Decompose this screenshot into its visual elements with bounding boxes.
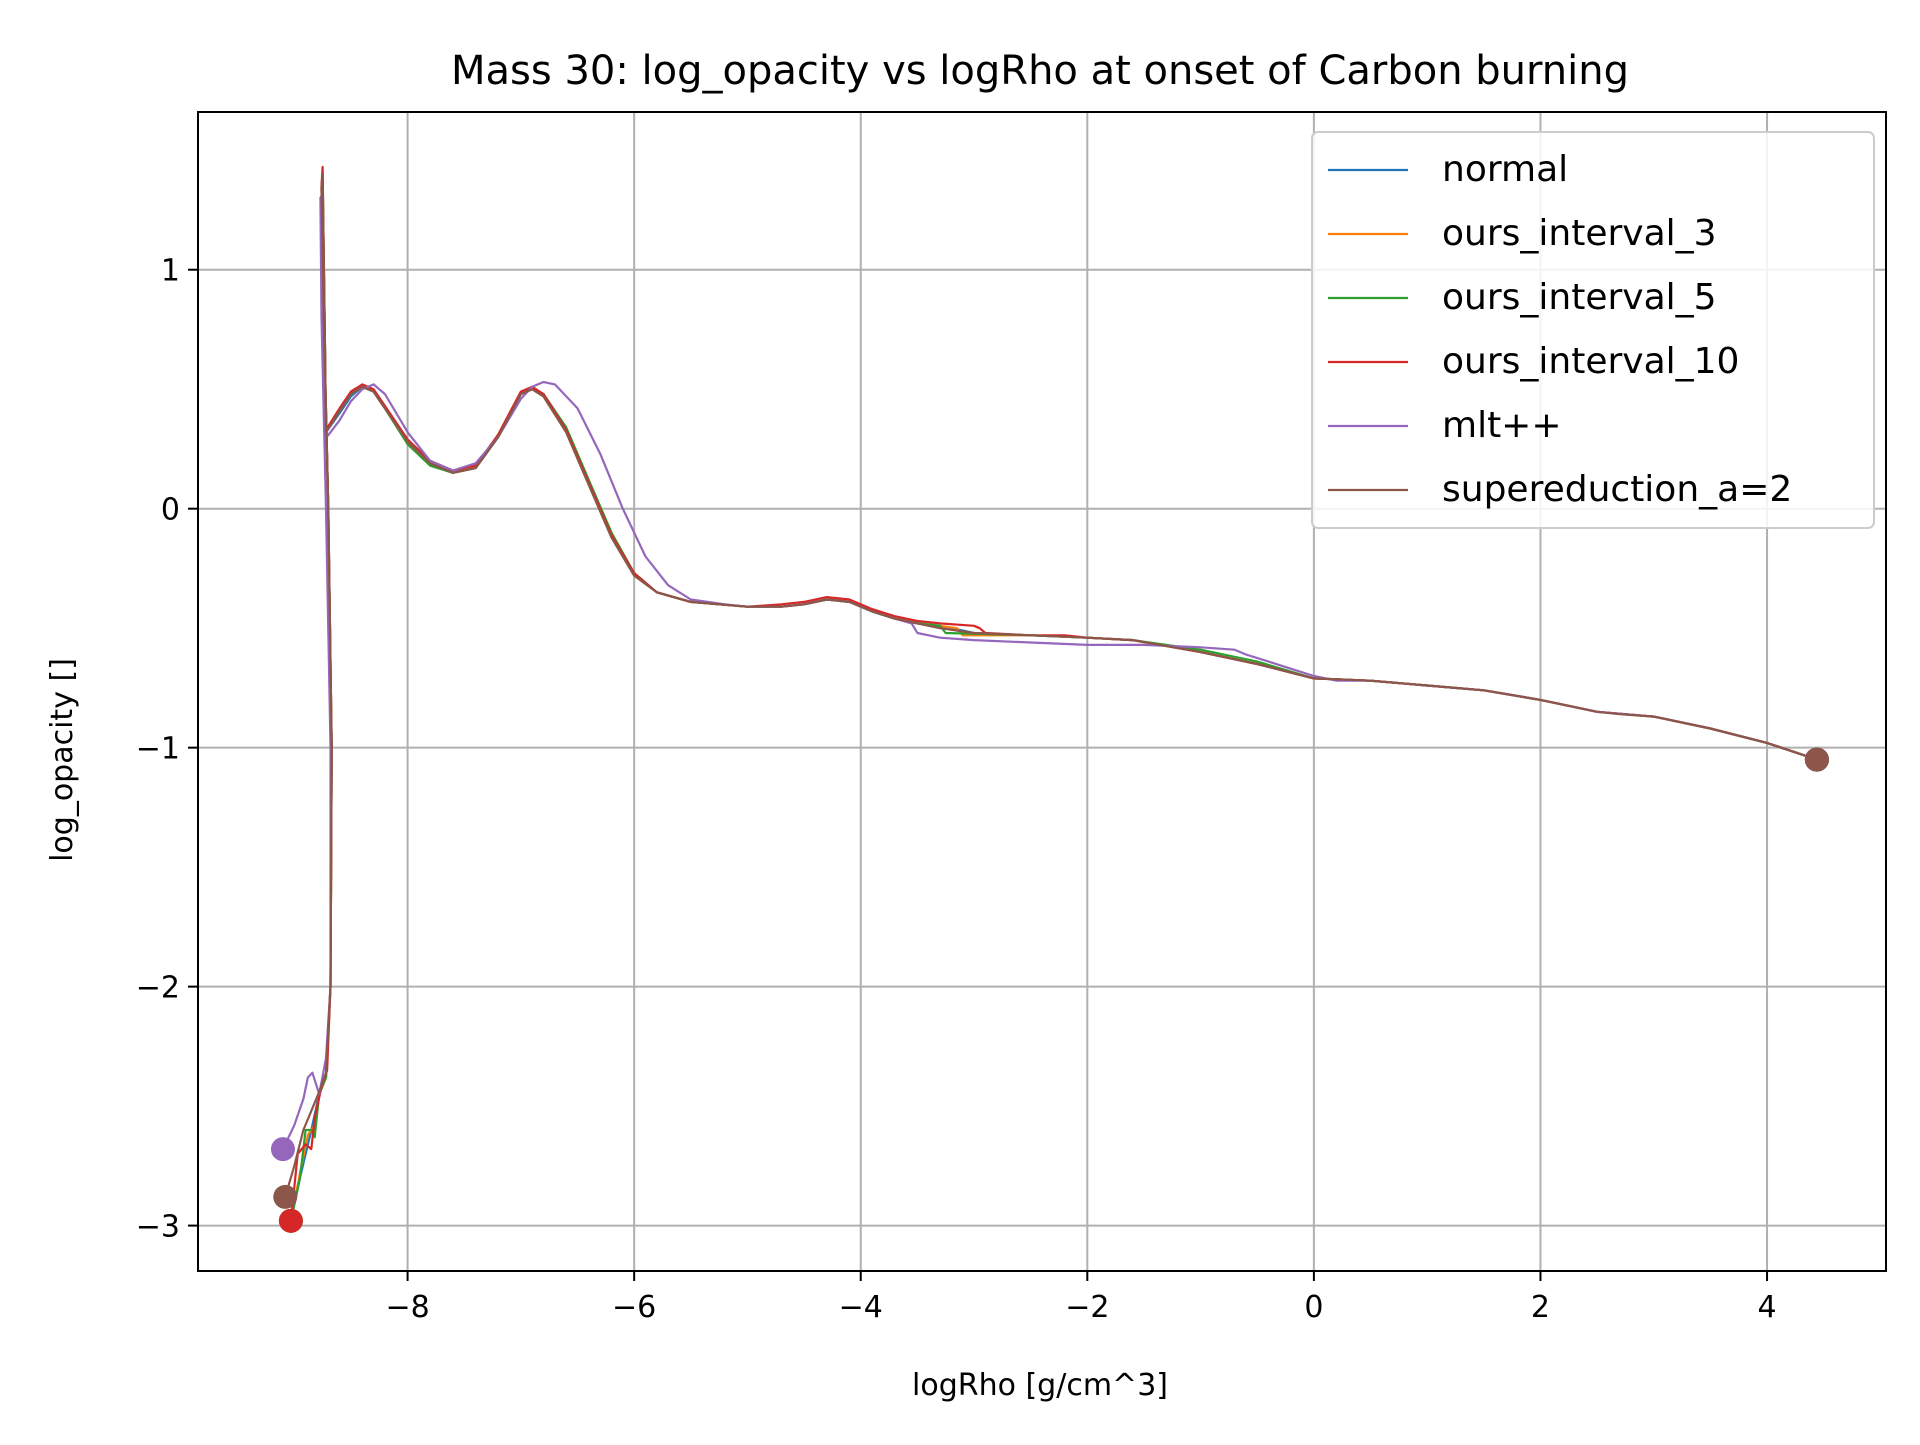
endpoint-marker-mlt- (270, 1137, 295, 1162)
x-tick-label: 4 (1758, 1290, 1777, 1325)
axis-ticks: −8 −6 −4 −2 0 2 4 −3 −2 −1 0 1 (136, 254, 1777, 1325)
legend-label: mlt++ (1442, 405, 1562, 446)
x-tick-label: 0 (1304, 1290, 1323, 1325)
x-tick-label: 2 (1531, 1290, 1550, 1325)
legend-label: ours_interval_3 (1442, 213, 1717, 254)
y-axis-label: log_opacity [] (45, 658, 80, 862)
endpoint-marker-supereduction-a-2 (1804, 747, 1829, 772)
y-tick-label: −3 (136, 1210, 180, 1245)
legend-label: normal (1442, 149, 1568, 190)
endpoint-marker-supereduction-a-2 (273, 1184, 298, 1209)
y-tick-label: −2 (136, 971, 180, 1006)
y-tick-label: −1 (136, 732, 180, 767)
y-tick-label: 1 (161, 254, 180, 289)
series-line-supereduction-a-2 (284, 173, 1818, 1198)
endpoint-markers (270, 747, 1829, 1233)
x-tick-label: −4 (839, 1290, 883, 1325)
x-tick-label: −6 (612, 1290, 656, 1325)
legend-label: ours_interval_5 (1442, 277, 1717, 318)
y-tick-label: 0 (161, 493, 180, 528)
legend-label: ours_interval_10 (1442, 341, 1739, 382)
chart-title: Mass 30: log_opacity vs logRho at onset … (451, 48, 1629, 94)
legend: normal ours_interval_3 ours_interval_5ours… (1311, 131, 1875, 529)
plot-area-frame (197, 111, 1887, 1272)
endpoint-marker-ours-interval-10 (278, 1208, 303, 1233)
legend-label: supereduction_a=2 (1442, 469, 1792, 510)
legend-box (1311, 131, 1875, 529)
x-tick-label: −2 (1065, 1290, 1109, 1325)
x-axis-label: logRho [g/cm^3] (912, 1368, 1168, 1403)
plot-lines (282, 165, 1818, 1222)
series-line-mlt- (282, 194, 1818, 1150)
x-tick-label: −8 (385, 1290, 429, 1325)
